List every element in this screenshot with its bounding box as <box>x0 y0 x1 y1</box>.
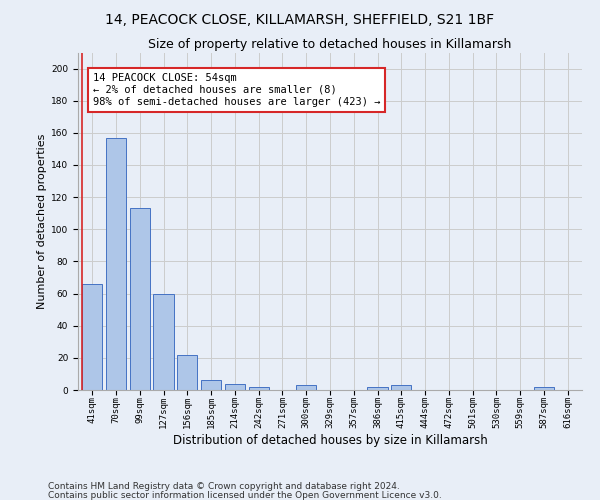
Bar <box>82 284 103 390</box>
Bar <box>201 380 221 390</box>
Bar <box>106 138 126 390</box>
Bar <box>225 384 245 390</box>
Bar <box>367 387 388 390</box>
Bar <box>248 387 269 390</box>
Bar <box>296 385 316 390</box>
Text: Contains HM Land Registry data © Crown copyright and database right 2024.: Contains HM Land Registry data © Crown c… <box>48 482 400 491</box>
X-axis label: Distribution of detached houses by size in Killamarsh: Distribution of detached houses by size … <box>173 434 487 447</box>
Bar <box>177 354 197 390</box>
Title: Size of property relative to detached houses in Killamarsh: Size of property relative to detached ho… <box>148 38 512 52</box>
Text: 14 PEACOCK CLOSE: 54sqm
← 2% of detached houses are smaller (8)
98% of semi-deta: 14 PEACOCK CLOSE: 54sqm ← 2% of detached… <box>93 74 380 106</box>
Bar <box>391 385 412 390</box>
Y-axis label: Number of detached properties: Number of detached properties <box>37 134 47 309</box>
Text: Contains public sector information licensed under the Open Government Licence v3: Contains public sector information licen… <box>48 490 442 500</box>
Bar <box>130 208 150 390</box>
Bar <box>534 387 554 390</box>
Bar <box>154 294 173 390</box>
Text: 14, PEACOCK CLOSE, KILLAMARSH, SHEFFIELD, S21 1BF: 14, PEACOCK CLOSE, KILLAMARSH, SHEFFIELD… <box>106 12 494 26</box>
